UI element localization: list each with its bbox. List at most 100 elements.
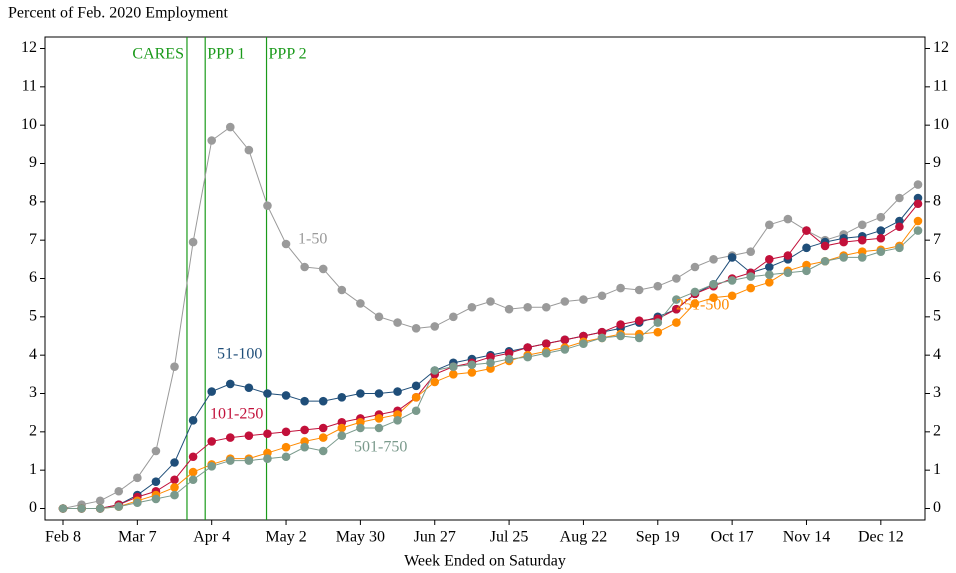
series-label: 1-50 — [298, 231, 327, 248]
data-point — [114, 502, 124, 511]
data-point — [839, 237, 848, 247]
data-point — [876, 233, 886, 243]
data-point — [690, 287, 700, 297]
data-point — [337, 393, 347, 402]
data-point — [634, 285, 644, 295]
data-point — [783, 251, 793, 260]
data-point — [188, 452, 198, 462]
y-tick-label: 6 — [29, 269, 37, 286]
data-point — [170, 475, 179, 485]
data-point — [430, 377, 440, 387]
data-point — [560, 345, 570, 354]
data-point — [802, 243, 811, 253]
y-tick-label: 7 — [29, 231, 37, 248]
data-point — [746, 247, 756, 256]
data-point — [374, 312, 384, 322]
data-point — [430, 366, 440, 375]
data-point — [597, 291, 607, 301]
data-point — [225, 433, 235, 442]
data-point — [857, 253, 867, 262]
data-point — [411, 324, 421, 333]
y2-tick-label: 11 — [933, 78, 948, 95]
data-point — [411, 393, 421, 402]
x-tick-label: May 30 — [336, 529, 385, 546]
data-point — [541, 339, 551, 348]
data-point — [876, 226, 886, 235]
data-point — [133, 498, 142, 508]
y-axis-title: Percent of Feb. 2020 Employment — [8, 5, 229, 22]
data-point — [449, 312, 458, 322]
data-point — [188, 467, 198, 477]
data-point — [820, 256, 830, 266]
data-point — [263, 201, 272, 210]
data-point — [839, 253, 848, 262]
data-point — [895, 193, 904, 203]
data-point — [151, 446, 161, 456]
data-point — [653, 318, 663, 327]
data-point — [765, 220, 774, 230]
data-point — [727, 253, 737, 262]
y2-tick-label: 0 — [933, 499, 941, 516]
data-point — [430, 322, 440, 331]
data-point — [746, 283, 756, 293]
data-point — [895, 243, 904, 253]
data-point — [374, 423, 384, 433]
y-tick-label: 2 — [29, 423, 37, 440]
data-point — [393, 318, 402, 327]
data-point — [337, 423, 347, 433]
data-point — [207, 136, 216, 145]
data-point — [133, 473, 142, 483]
data-point — [913, 199, 923, 209]
data-point — [579, 339, 588, 348]
data-point — [263, 429, 272, 439]
data-point — [411, 381, 421, 391]
data-point — [300, 262, 309, 272]
x-tick-label: Aug 22 — [560, 529, 608, 546]
data-point — [672, 318, 681, 327]
data-point — [170, 458, 179, 467]
data-point — [449, 370, 458, 379]
data-point — [895, 222, 904, 232]
data-point — [765, 262, 774, 272]
data-point — [765, 270, 774, 279]
data-point — [765, 255, 774, 264]
data-point — [225, 456, 235, 465]
data-point — [300, 425, 309, 435]
data-point — [876, 212, 886, 222]
data-point — [58, 504, 68, 513]
data-point — [634, 316, 644, 325]
x-tick-label: Jun 27 — [414, 529, 456, 546]
data-point — [170, 362, 179, 371]
data-point — [504, 354, 514, 364]
data-point — [783, 268, 793, 278]
data-point — [207, 462, 216, 471]
data-point — [523, 343, 532, 352]
data-point — [467, 368, 477, 377]
x-tick-label: Oct 17 — [711, 529, 754, 546]
y-tick-label: 1 — [29, 461, 37, 478]
data-point — [225, 122, 235, 132]
data-point — [746, 272, 756, 281]
x-tick-label: Apr 4 — [193, 529, 230, 546]
data-point — [672, 304, 681, 314]
data-point — [467, 360, 477, 370]
y-tick-label: 4 — [29, 346, 37, 363]
y2-tick-label: 4 — [933, 346, 941, 363]
y2-tick-label: 10 — [933, 116, 949, 133]
event-label: CARES — [132, 46, 184, 63]
x-tick-label: May 2 — [265, 529, 306, 546]
y2-tick-label: 6 — [933, 269, 941, 286]
data-point — [281, 391, 291, 400]
data-point — [318, 264, 328, 274]
event-label: PPP 2 — [269, 46, 307, 63]
data-point — [170, 490, 179, 500]
data-point — [188, 416, 198, 425]
data-point — [170, 483, 179, 492]
data-point — [709, 279, 718, 289]
data-point — [709, 293, 718, 302]
x-axis-title: Week Ended on Saturday — [404, 553, 566, 570]
data-point — [913, 216, 923, 226]
data-point — [263, 454, 272, 463]
data-point — [95, 496, 105, 506]
data-point — [560, 297, 570, 306]
